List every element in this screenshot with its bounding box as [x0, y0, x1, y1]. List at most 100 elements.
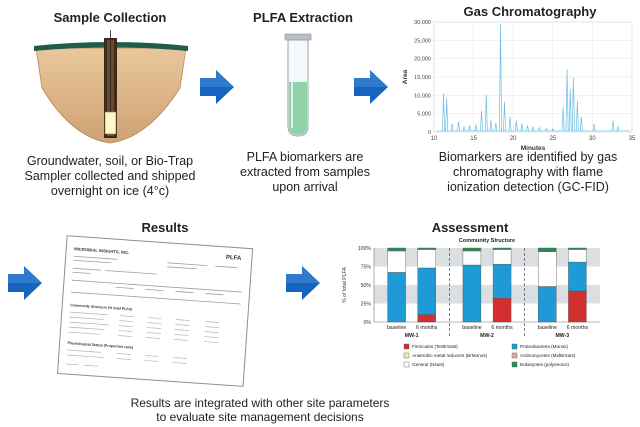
sample-collection-caption: Groundwater, soil, or Bio-Trap Sampler c… — [5, 154, 215, 199]
chromatogram-peak — [526, 125, 529, 131]
caption-line: PLFA biomarkers are — [246, 150, 364, 164]
plfa-extraction-title: PLFA Extraction — [253, 10, 353, 25]
chromatogram-peak — [531, 126, 535, 131]
x-tick-label: 30 — [589, 136, 596, 142]
extract-liquid — [289, 82, 307, 135]
caption-line: ionization detection (GC-FID) — [447, 180, 609, 194]
bar-segment — [492, 249, 512, 265]
bar-segment — [387, 247, 406, 252]
bar-segment — [417, 247, 436, 250]
legend-swatch — [403, 361, 410, 368]
group-label: MW-1 — [405, 333, 419, 339]
y-tick-label: 100% — [358, 246, 372, 252]
background-band — [374, 266, 600, 285]
chromatogram-peak — [494, 122, 498, 131]
report-physiological-heading: Physiological Status (Proportion ratio) — [67, 341, 134, 350]
chromatogram-peak — [462, 126, 466, 131]
legend-swatch — [511, 343, 518, 350]
test-tube-illustration — [284, 33, 312, 137]
results-title: Results — [141, 220, 189, 235]
chromatogram-peak — [545, 127, 548, 132]
x-tick-label: baseline — [538, 325, 557, 331]
bar-segment — [538, 251, 557, 287]
chromatogram-peak — [457, 121, 460, 131]
x-tick-label: 10 — [431, 136, 438, 142]
caption-line: Groundwater, soil, or Bio-Trap — [26, 154, 194, 168]
chromatogram-peak — [442, 93, 445, 131]
chromatogram-peak — [520, 123, 524, 131]
caption-line: chromatography with flame — [452, 165, 604, 179]
arrow-right-icon — [354, 70, 388, 104]
bar-segment — [387, 272, 406, 323]
x-tick-label: baseline — [387, 325, 406, 331]
x-tick-label: 20 — [510, 136, 517, 142]
y-tick-label: 10,000 — [414, 93, 431, 99]
chromatogram-peak — [571, 77, 575, 131]
bar-segment — [462, 264, 482, 323]
chromatogram-peak — [514, 120, 518, 131]
plfa-extraction-caption: PLFA biomarkers are extracted from sampl… — [225, 150, 385, 195]
sample-collection-title: Sample Collection — [53, 10, 167, 25]
bar-segment — [568, 247, 587, 250]
report-header-plfa: PLFA — [226, 255, 242, 262]
chromatogram-peak — [537, 126, 541, 132]
legend-label: Anaerobic metal reducers (BrMonos) — [412, 353, 488, 358]
gc-title: Gas Chromatography — [463, 4, 597, 19]
sample-collection-illustration — [34, 30, 188, 144]
legend-label: Eukaryotes (polyenoics) — [520, 362, 569, 367]
chromatogram-peak — [611, 120, 615, 131]
bar-segment — [568, 249, 587, 263]
y-tick-label: 50% — [361, 283, 372, 289]
bar-segment — [492, 247, 512, 250]
arrow-right-icon — [200, 70, 234, 104]
caption-line: overnight on ice (4°c) — [50, 184, 170, 198]
caption-line: to evaluate site management decisions — [156, 410, 364, 424]
bar-segment — [462, 247, 482, 252]
results-caption: Results are integrated with other site p… — [110, 396, 410, 424]
arrow-right-icon — [8, 266, 42, 300]
bar-segment — [387, 250, 406, 273]
community-structure-chart: Community Structure 0% 25% 50% 75% 100% % of t… — [342, 238, 600, 368]
y-tick-label: 25% — [361, 302, 372, 308]
chromatogram-peak — [484, 94, 488, 131]
x-tick-label: 35 — [629, 136, 636, 142]
chart-title: Community Structure — [459, 238, 515, 244]
bar-segment — [462, 250, 482, 266]
chromatogram-peak — [489, 120, 493, 131]
background-band — [374, 248, 600, 267]
bar-segment — [417, 267, 436, 315]
bar-segment — [568, 261, 587, 292]
x-tick-label: baseline — [462, 325, 481, 331]
y-axis-label: % of total PLFA — [342, 267, 348, 303]
x-tick-label: 6 months — [416, 325, 438, 331]
chromatogram-peak — [575, 100, 579, 131]
legend-swatch — [403, 352, 410, 359]
chromatogram-peak — [561, 107, 565, 131]
bar-segment — [417, 314, 436, 323]
chromatogram-peak — [579, 116, 583, 131]
bar-segment — [492, 264, 512, 299]
group-label: MW-2 — [480, 333, 494, 339]
legend-label: Actinomycetes (MidBrSats) — [520, 353, 576, 358]
chromatogram-peak — [565, 68, 569, 131]
caption-line: Sampler collected and shipped — [24, 169, 196, 183]
bar-segment — [538, 286, 557, 323]
legend-swatch — [511, 352, 518, 359]
group-label: MW-3 — [555, 333, 569, 339]
chromatogram-peak — [450, 123, 454, 131]
x-tick-label: 6 months — [567, 325, 589, 331]
x-tick-label: 6 months — [491, 325, 513, 331]
report-document: MICROBIAL INSIGHTS, INC. PLFA Community … — [56, 235, 254, 387]
chromatogram-peak — [499, 23, 502, 131]
arrow-right-icon — [286, 266, 320, 300]
x-tick-label: 15 — [470, 136, 477, 142]
legend-label: Proteobacteria (Monos) — [520, 344, 568, 349]
x-tick-label: 25 — [549, 136, 556, 142]
y-tick-label: 0% — [364, 320, 372, 326]
chromatogram-peak — [508, 116, 512, 131]
chromatogram-peak — [445, 98, 449, 131]
background-band — [374, 303, 600, 322]
chromatogram-peak — [551, 127, 555, 132]
y-tick-label: 0 — [428, 130, 431, 136]
chromatogram-peak — [503, 101, 506, 131]
